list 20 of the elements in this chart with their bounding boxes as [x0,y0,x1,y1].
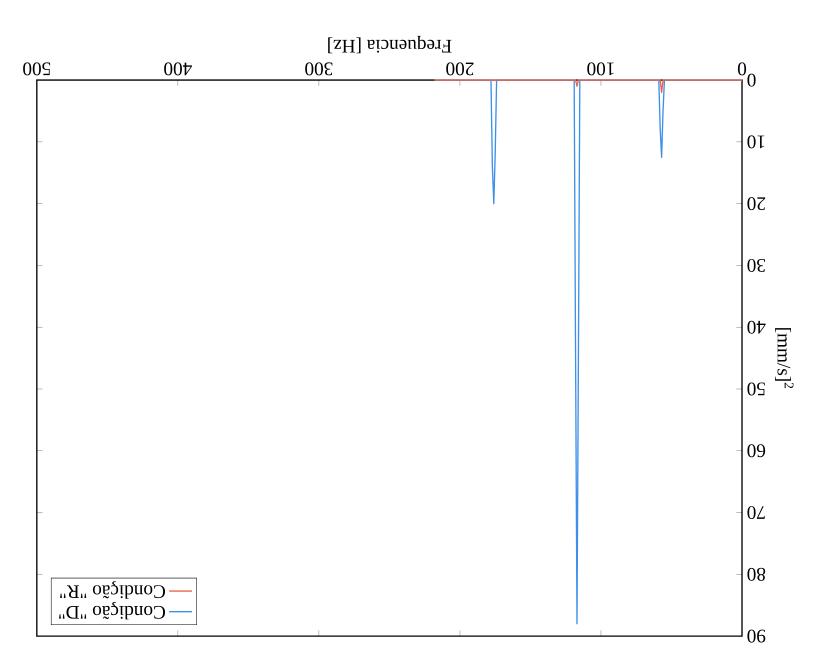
y-tick-label: 40 [747,320,766,334]
y-tick-label: 60 [747,444,766,458]
y-tick-label: 70 [747,506,765,519]
x-tick-label: 300 [305,62,332,76]
y-axis-title: [mm/s]$^{2}$ [775,328,794,388]
x-tick-label: 100 [587,62,614,76]
y-tick-label: 0 [747,73,756,86]
x-axis-title: Frequencia [Hz] [328,36,452,54]
x-tick-label: 500 [23,62,50,76]
x-tick-label: 400 [164,62,192,76]
legend-label: Condição "R" [60,581,166,599]
y-tick-label: 20 [747,197,766,210]
x-tick-label: 0 [738,62,746,76]
y-tick-label: 90 [747,629,766,642]
y-tick-label: 30 [747,258,766,272]
y-tick-label: 10 [747,135,764,148]
y-tick-label: 50 [747,382,765,396]
y-tick-label: 80 [747,568,766,581]
legend-label: Condição "D" [59,602,166,620]
x-tick-label: 200 [446,62,474,76]
